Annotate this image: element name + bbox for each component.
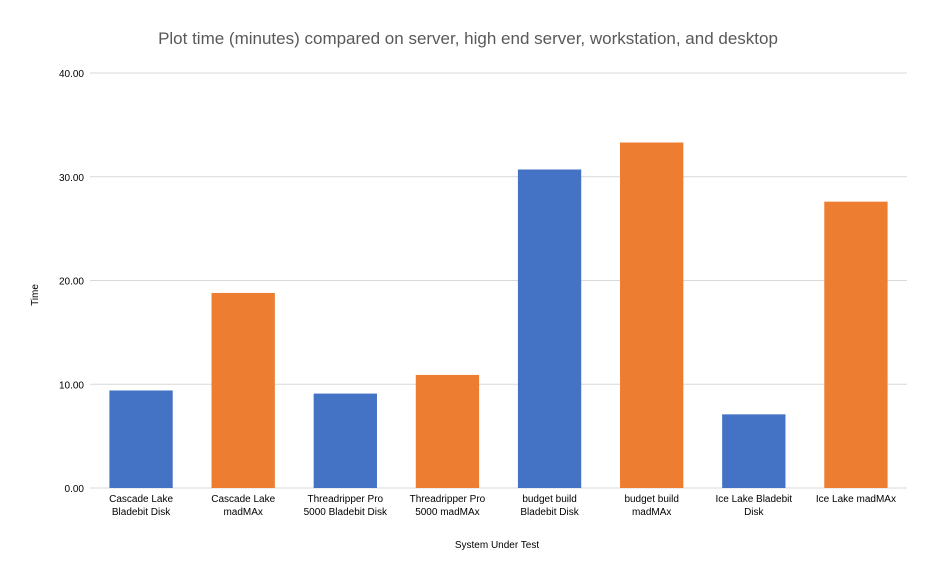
x-category-label: Threadripper Pro 5000 madMAx (410, 494, 486, 518)
x-category-label: Ice Lake Bladebit Disk (715, 494, 792, 518)
y-tick-label: 20.00 (59, 277, 84, 288)
bar (722, 414, 786, 488)
bars (109, 142, 888, 489)
y-tick-label: 10.00 (59, 380, 84, 391)
bar (415, 374, 480, 488)
y-tick-label: 0.00 (65, 484, 85, 495)
x-axis-title: System Under Test (455, 540, 540, 551)
bar (313, 393, 377, 488)
bar (620, 142, 684, 488)
y-axis-ticks: 0.00 10.00 20.00 30.00 40.00 (59, 69, 84, 495)
x-axis-categories: Cascade Lake Bladebit Disk Cascade Lake mad… (109, 494, 896, 518)
x-category-label: budget build madMAx (624, 494, 679, 518)
y-tick-label: 30.00 (59, 173, 84, 184)
x-category-label: Threadripper Pro 5000 Bladebit Disk (304, 494, 388, 518)
x-category-label: Ice Lake madMAx (816, 494, 896, 505)
chart-title: Plot time (minutes) compared on server, … (158, 29, 778, 48)
x-category-label: Cascade Lake madMAx (211, 494, 275, 518)
x-category-label: budget build Bladebit Disk (520, 494, 579, 518)
bar (517, 169, 582, 489)
bar (211, 292, 275, 488)
y-tick-label: 40.00 (59, 69, 84, 80)
y-axis-title: Time (30, 284, 41, 306)
bar (109, 390, 173, 488)
bar (824, 201, 888, 488)
x-category-label: Cascade Lake Bladebit Disk (109, 494, 173, 518)
